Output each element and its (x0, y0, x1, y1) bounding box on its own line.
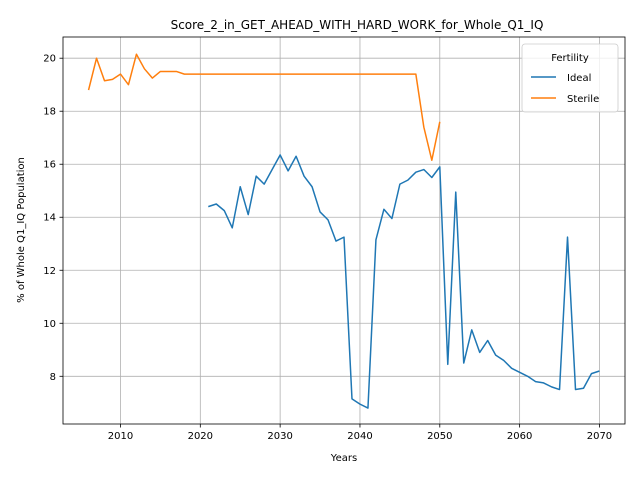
x-tick-label: 2030 (267, 431, 292, 442)
x-tick-label: 2010 (108, 431, 133, 442)
x-tick-label: 2050 (427, 431, 452, 442)
y-tick-label: 8 (50, 372, 56, 383)
y-tick-label: 12 (43, 266, 56, 277)
series-line-sterile (89, 54, 440, 160)
y-tick-label: 16 (43, 160, 56, 171)
y-tick-label: 20 (43, 54, 56, 65)
chart-title: Score_2_in_GET_AHEAD_WITH_HARD_WORK_for_… (171, 18, 544, 32)
legend: Fertility Ideal Sterile (522, 44, 618, 112)
x-tick-label: 2040 (347, 431, 372, 442)
legend-title: Fertility (551, 53, 589, 64)
series-line-ideal (208, 155, 599, 408)
legend-label-sterile: Sterile (567, 94, 599, 105)
y-tick-label: 18 (43, 107, 56, 118)
y-tick-label: 10 (43, 319, 56, 330)
legend-label-ideal: Ideal (567, 73, 591, 84)
y-tick-label: 14 (43, 213, 56, 224)
x-tick-label: 2060 (507, 431, 532, 442)
x-tick-label: 2070 (587, 431, 612, 442)
y-axis-label: % of Whole Q1_IQ Population (16, 157, 27, 303)
x-axis-label: Years (330, 453, 357, 464)
x-tick-label: 2020 (188, 431, 213, 442)
